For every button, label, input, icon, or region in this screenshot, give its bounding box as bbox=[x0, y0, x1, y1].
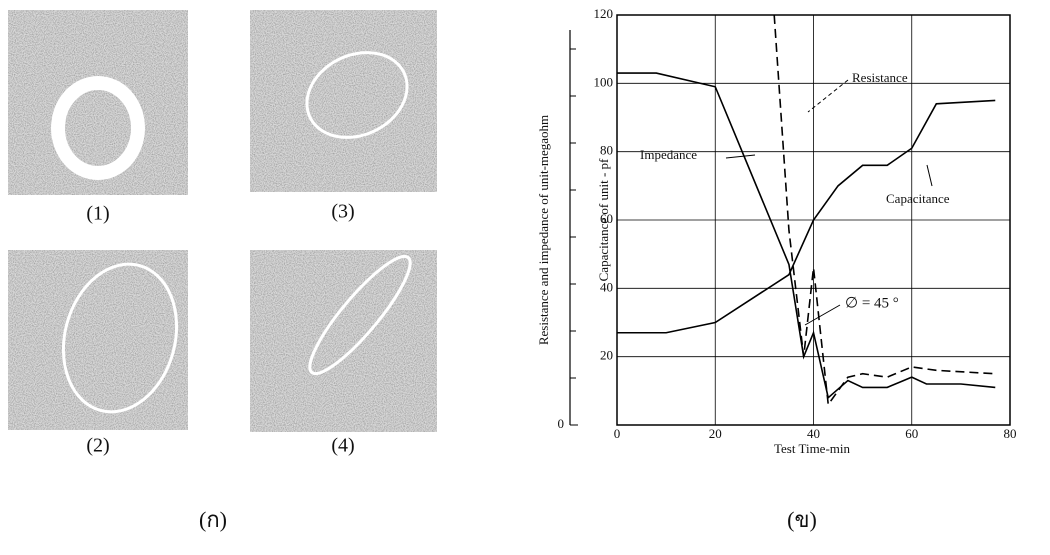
trace bbox=[51, 76, 145, 180]
annotation: ∅ = 45 ° bbox=[845, 295, 899, 311]
images bbox=[8, 10, 437, 432]
y-tick-label: 100 bbox=[594, 74, 614, 89]
series-line bbox=[617, 72, 996, 400]
x-tick-label: 80 bbox=[1004, 426, 1017, 441]
legend-label: Impedance bbox=[640, 147, 697, 162]
legend-label: Resistance bbox=[852, 70, 908, 85]
x-tick-label: 20 bbox=[709, 426, 722, 441]
image-label: (3) bbox=[331, 201, 354, 223]
x-axis-label: Test Time-min bbox=[774, 441, 851, 456]
image-label: (2) bbox=[86, 435, 109, 457]
image-label: (4) bbox=[331, 435, 354, 457]
legend-label: Capacitance bbox=[886, 191, 950, 206]
y-tick-label: 20 bbox=[600, 348, 613, 363]
leader-line bbox=[725, 154, 756, 159]
trace bbox=[61, 262, 179, 414]
x-tick-label: 40 bbox=[807, 426, 820, 441]
leader-line bbox=[926, 164, 933, 187]
y-tick-label: 60 bbox=[600, 211, 613, 226]
noise bbox=[250, 250, 437, 432]
series-line bbox=[773, 14, 996, 407]
noise bbox=[8, 10, 188, 195]
noise bbox=[8, 250, 188, 430]
x-tick-label: 60 bbox=[905, 426, 918, 441]
series-line bbox=[617, 99, 996, 334]
panel-label: (ก) bbox=[199, 507, 227, 532]
image-label: (1) bbox=[86, 203, 109, 225]
trace bbox=[308, 254, 412, 376]
y-tick-label: 40 bbox=[600, 279, 613, 294]
y2-axis-label: Resistance and impedance of unit-megaohm bbox=[536, 115, 551, 345]
y2-tick-label: 0 bbox=[558, 416, 565, 431]
panel-label: (ข) bbox=[787, 507, 817, 532]
x-tick-label: 0 bbox=[614, 426, 621, 441]
noise bbox=[250, 10, 437, 192]
y-tick-label: 120 bbox=[594, 6, 614, 21]
leader-line bbox=[807, 79, 849, 113]
y-axis-label: Capacitance of unit - pf bbox=[596, 158, 611, 281]
y-tick-label: 80 bbox=[600, 143, 613, 158]
leader-line bbox=[804, 304, 841, 326]
trace bbox=[305, 51, 409, 139]
